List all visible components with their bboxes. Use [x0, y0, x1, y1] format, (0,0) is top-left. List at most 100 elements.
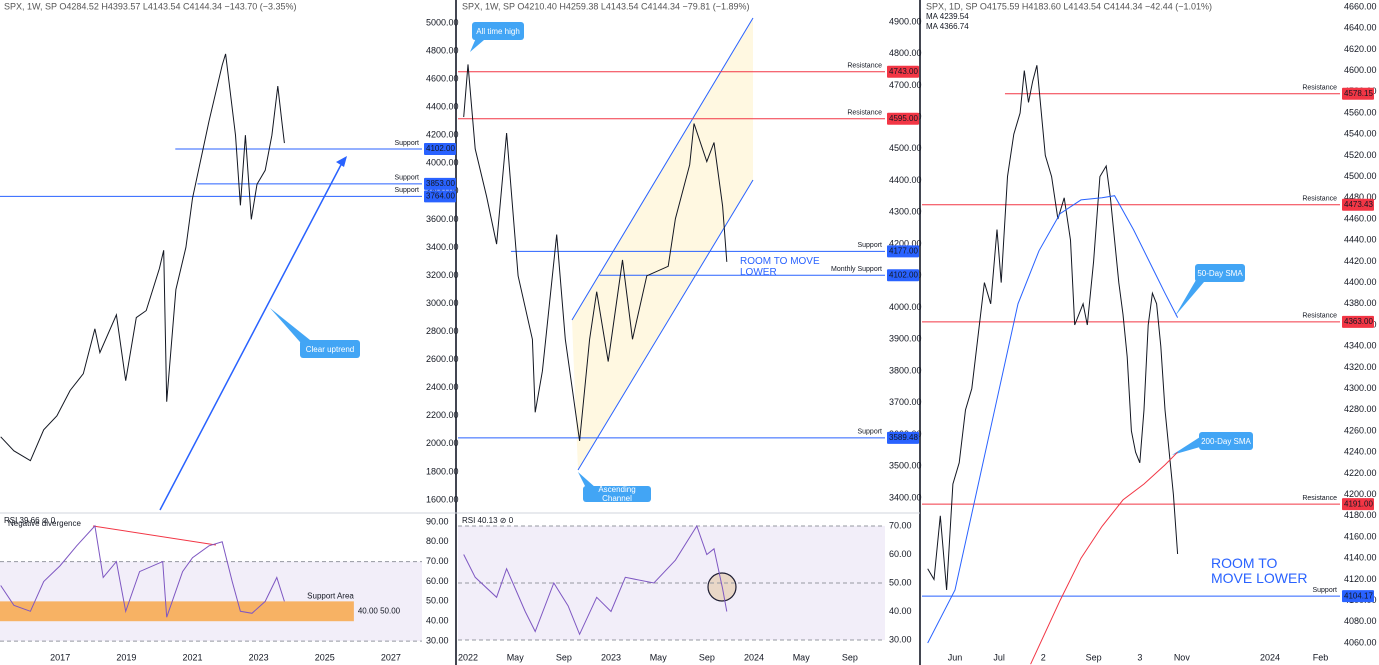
y-tick-label: 4560.00 [1344, 107, 1377, 117]
y-tick-label: 4340.00 [1344, 341, 1377, 351]
price-line [463, 64, 728, 441]
x-tick-label: 2023 [249, 652, 269, 662]
y-tick-label: 4900.00 [889, 16, 922, 26]
level-value: 4595.00 [889, 114, 918, 123]
x-tick-label: May [507, 652, 525, 662]
y-tick-label: 2400.00 [426, 382, 459, 392]
y-tick-label: 3200.00 [426, 270, 459, 280]
y-tick-label: 4400.00 [889, 175, 922, 185]
level-value: 3853.00 [426, 179, 455, 188]
rsi-tick-label: 50.00 [426, 596, 449, 606]
level-label: Resistance [1302, 495, 1337, 502]
y-tick-label: 4200.00 [1344, 489, 1377, 499]
x-tick-label: Nov [1174, 652, 1191, 662]
x-tick-label: Feb [1313, 652, 1329, 662]
callout-text: ROOM TO MOVE LOWER [1211, 555, 1308, 586]
y-tick-label: 4600.00 [426, 73, 459, 83]
callout: 200-Day SMA [1199, 432, 1253, 450]
x-tick-label: 2024 [744, 652, 764, 662]
price-line [927, 195, 1179, 644]
y-tick-label: 4160.00 [1344, 531, 1377, 541]
y-tick-label: 4660.00 [1344, 1, 1377, 11]
level-value: 4578.15 [1344, 89, 1373, 98]
level-value-box [887, 269, 919, 282]
y-tick-label: 4480.00 [1344, 192, 1377, 202]
callout-pointer [470, 38, 484, 52]
level-value: 3764.00 [426, 191, 455, 200]
rsi-tick-label: 50.00 [889, 577, 912, 587]
rsi-tick-label: 90.00 [426, 516, 449, 526]
level-value-box [1342, 315, 1374, 328]
support-area [0, 601, 354, 622]
rsi-tick-label: 30.00 [426, 635, 449, 645]
y-tick-label: 4300.00 [889, 207, 922, 217]
x-tick-label: May [793, 652, 811, 662]
price-line [0, 53, 285, 462]
level-label: Support [857, 242, 882, 249]
y-tick-label: 4240.00 [1344, 447, 1377, 457]
y-tick-label: 3000.00 [426, 298, 459, 308]
rsi-tick-label: 70.00 [889, 520, 912, 530]
level-label: Resistance [847, 110, 882, 117]
y-tick-label: 4520.00 [1344, 150, 1377, 160]
chart-header: SPX, 1W, SP O4210.40 H4259.38 L4143.54 C… [462, 1, 750, 11]
rsi-tick-label: 60.00 [426, 576, 449, 586]
y-tick-label: 4620.00 [1344, 44, 1377, 54]
y-tick-label: 4400.00 [1344, 277, 1377, 287]
level-value-box [424, 190, 456, 203]
ma-label: MA 4239.54 [926, 12, 969, 21]
y-tick-label: 4500.00 [1344, 171, 1377, 181]
level-value-box [1342, 87, 1374, 100]
y-tick-label: 4260.00 [1344, 425, 1377, 435]
level-value: 4104.17 [1344, 591, 1373, 600]
y-tick-label: 4000.00 [889, 302, 922, 312]
support-area-values: 40.00 50.00 [358, 606, 401, 615]
y-tick-label: 4400.00 [426, 102, 459, 112]
callout-pointer [270, 308, 310, 342]
y-tick-label: 1600.00 [426, 494, 459, 504]
y-tick-label: 4420.00 [1344, 256, 1377, 266]
level-value-box [1342, 590, 1374, 603]
divergence-label: Negative divergence [8, 519, 81, 528]
x-tick-label: Sep [699, 652, 715, 662]
y-tick-label: 2600.00 [426, 354, 459, 364]
x-tick-label: 2019 [116, 652, 136, 662]
x-tick-label: Sep [1086, 652, 1102, 662]
level-label: Support [1312, 587, 1337, 594]
level-value-box [887, 65, 919, 78]
level-value-box [887, 245, 919, 258]
y-tick-label: 4000.00 [426, 158, 459, 168]
rsi-tick-label: 30.00 [889, 634, 912, 644]
rsi-label: RSI 40.13 ⊘ 0 [462, 516, 514, 525]
level-value-box [1342, 498, 1374, 511]
level-value-box [1342, 198, 1374, 211]
rsi-label: RSI 39.66 ⊘ 0 [4, 516, 56, 525]
y-tick-label: 2200.00 [426, 410, 459, 420]
level-value: 4177.00 [889, 247, 918, 256]
y-tick-label: 4600.00 [1344, 65, 1377, 75]
price-line [927, 65, 1179, 591]
y-tick-label: 4280.00 [1344, 404, 1377, 414]
x-tick-label: 2024 [1260, 652, 1280, 662]
level-label: Support [394, 175, 419, 182]
y-tick-label: 4180.00 [1344, 510, 1377, 520]
price-line [1030, 451, 1178, 665]
level-value-box [424, 142, 456, 155]
level-value: 4743.00 [889, 67, 918, 76]
callout-pointer [1175, 280, 1204, 316]
callout: All time high [472, 22, 524, 40]
rsi-tick-label: 60.00 [889, 549, 912, 559]
y-tick-label: 4800.00 [889, 48, 922, 58]
level-label: Resistance [1302, 85, 1337, 92]
y-tick-label: 4460.00 [1344, 213, 1377, 223]
callout-pointer [578, 472, 596, 488]
level-value-box [887, 112, 919, 125]
y-tick-label: 4320.00 [1344, 362, 1377, 372]
x-tick-label: Sep [842, 652, 858, 662]
level-value-box [424, 177, 456, 190]
y-tick-label: 3800.00 [889, 365, 922, 375]
callout: Clear uptrend [300, 340, 360, 358]
x-tick-label: 2021 [182, 652, 202, 662]
